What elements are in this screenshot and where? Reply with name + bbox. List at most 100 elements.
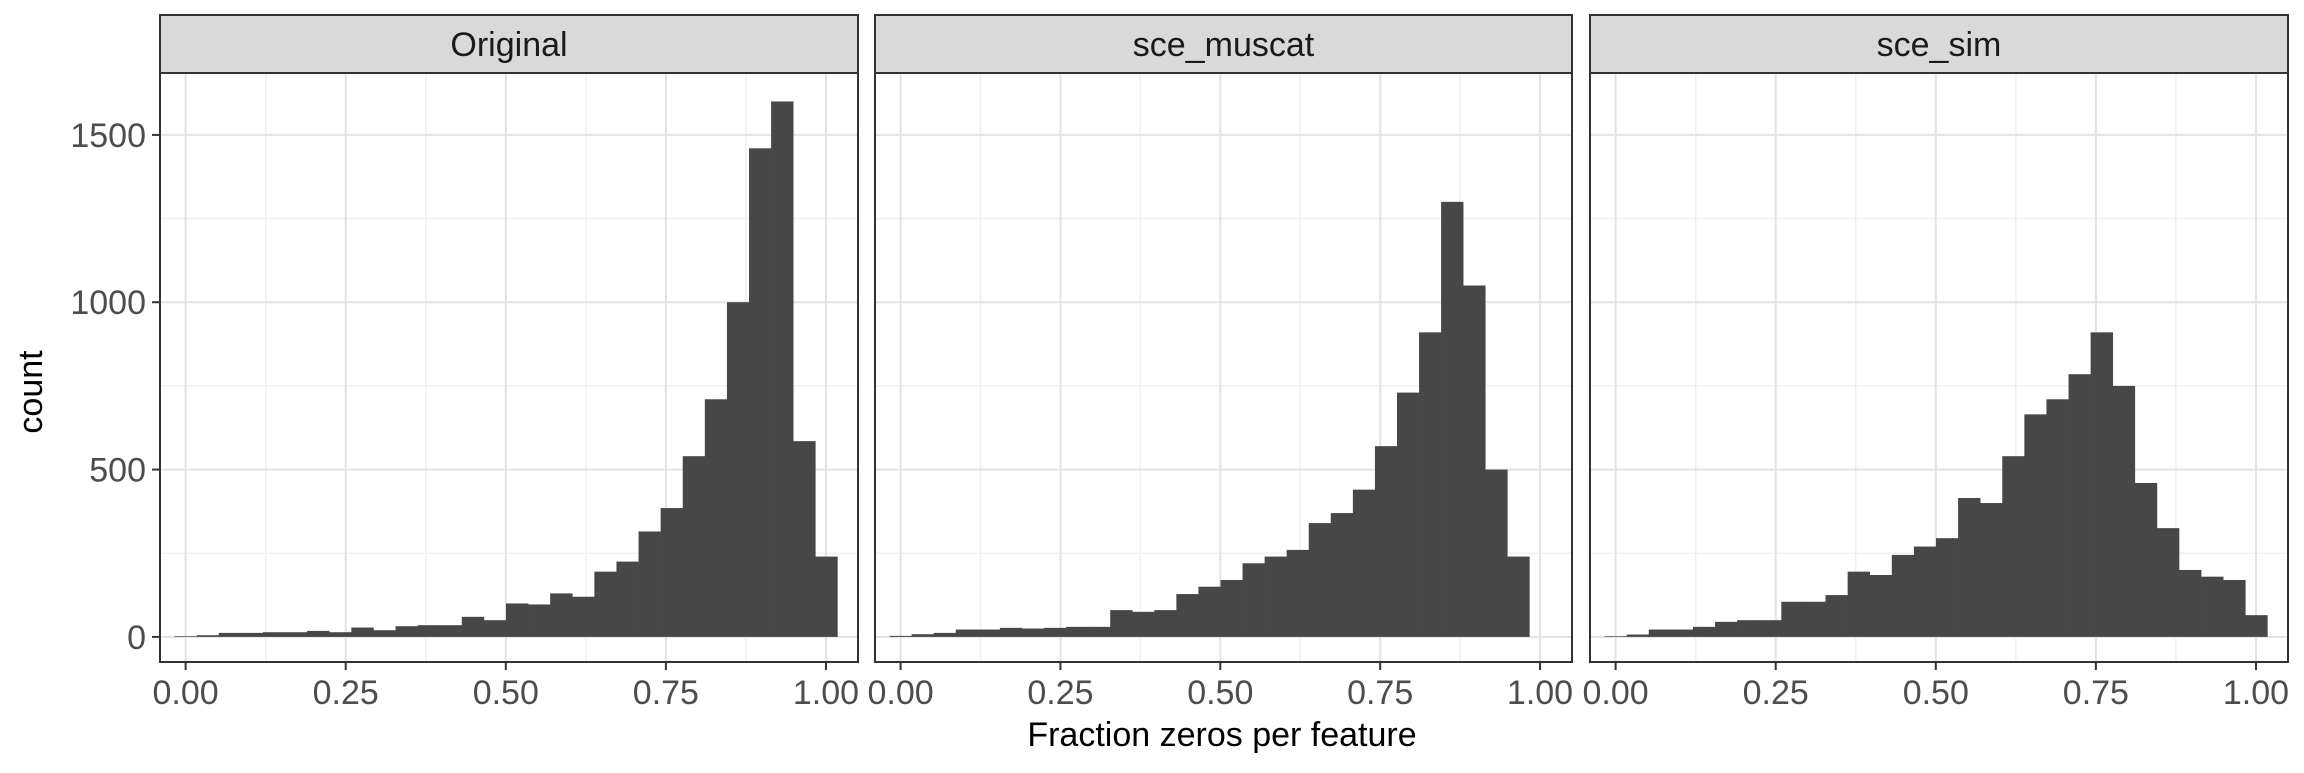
histogram-bar	[2245, 615, 2268, 637]
histogram-bar	[933, 632, 957, 637]
histogram-bar	[1044, 627, 1067, 637]
histogram-bar	[329, 632, 352, 637]
histogram-bar	[911, 634, 935, 637]
histogram-bar	[1021, 628, 1045, 637]
histogram-bar	[815, 556, 838, 637]
histogram-bar	[1110, 610, 1133, 637]
histogram-bar	[2201, 576, 2224, 637]
histogram-bar	[1330, 513, 1354, 637]
histogram-bar	[999, 627, 1023, 637]
histogram-bar	[351, 627, 374, 637]
histogram-bar	[638, 531, 661, 637]
histogram-bar	[660, 508, 684, 637]
facet-strip-label: Original	[450, 26, 567, 64]
x-tick-label: 0.75	[1347, 674, 1413, 712]
x-tick-label: 0.00	[153, 674, 219, 712]
x-tick-label: 0.50	[1187, 674, 1253, 712]
facet-strip	[159, 14, 859, 74]
x-tick-label: 0.50	[473, 674, 539, 712]
histogram-bar	[726, 302, 750, 637]
histogram-bar	[196, 635, 220, 637]
histogram-bar	[1308, 523, 1332, 637]
y-tick-label: 1000	[70, 284, 146, 322]
histogram-bar	[2134, 482, 2158, 637]
histogram-bar	[2112, 385, 2136, 637]
histogram-bar	[174, 636, 197, 637]
histogram-bar	[1441, 201, 1464, 637]
histogram-bar	[1066, 626, 1089, 637]
x-tick-label: 0.00	[867, 674, 933, 712]
histogram-bar	[1088, 626, 1111, 637]
histogram-bar	[1869, 574, 1893, 637]
histogram-bar	[307, 630, 330, 637]
x-tick-label: 0.25	[1743, 674, 1809, 712]
histogram-bar	[1604, 636, 1627, 637]
y-tick-label: 0	[127, 619, 146, 657]
histogram-bar	[682, 456, 706, 637]
histogram-bar	[417, 625, 441, 637]
x-tick-label: 0.25	[313, 674, 379, 712]
histogram-bar	[1396, 392, 1420, 637]
histogram-bar	[594, 571, 617, 637]
histogram-bar	[373, 630, 396, 637]
x-tick-label: 1.00	[793, 674, 859, 712]
histogram-bar	[889, 635, 912, 637]
histogram-bar	[1264, 556, 1287, 637]
histogram-bar	[2090, 332, 2114, 637]
histogram-bar	[461, 616, 485, 637]
histogram-bar	[793, 441, 816, 637]
histogram-bar	[1715, 621, 1738, 637]
facet-strip	[1589, 14, 2289, 74]
x-tick-label: 0.50	[1903, 674, 1969, 712]
histogram-bar	[616, 561, 639, 637]
facet-panel-3: sce_sim 0.00 0.25 0.50 0.75 1.00	[1583, 14, 2289, 712]
histogram-bar	[1913, 546, 1937, 637]
x-axis-label: Fraction zeros per feature	[1027, 716, 1416, 754]
y-tick-label: 500	[89, 452, 146, 490]
histogram-bar	[572, 596, 595, 637]
x-tick-label: 1.00	[2223, 674, 2289, 712]
histogram-bar	[505, 603, 529, 637]
histogram-bar	[1463, 285, 1486, 637]
histogram-bar	[977, 629, 1001, 637]
histogram-bar	[1759, 620, 1782, 637]
histogram-bar	[955, 629, 979, 637]
histogram-bar	[1825, 595, 1848, 637]
histogram-bar	[1626, 634, 1650, 637]
histogram-bar	[1847, 571, 1871, 637]
histogram-bar	[285, 632, 308, 637]
histogram-bar	[218, 632, 242, 637]
x-tick-label: 0.25	[1027, 674, 1093, 712]
facet-panel-1: Original 0.00 0.25 0.50 0.75 1.00	[153, 14, 859, 712]
histogram-bar	[262, 632, 286, 637]
histogram-bar	[2068, 374, 2091, 637]
x-tick-label: 0.75	[633, 674, 699, 712]
x-tick-label: 0.75	[2063, 674, 2129, 712]
histogram-bar	[1737, 620, 1760, 637]
facet-panel-2: sce_muscat 0.00 0.25 0.50 0.75 1.00	[867, 14, 1573, 712]
facet-strip-label: sce_sim	[1877, 26, 2002, 64]
histogram-bar	[483, 620, 507, 637]
histogram-bar	[1242, 563, 1265, 637]
histogram-bar	[1198, 586, 1221, 637]
histogram-bar	[439, 625, 463, 637]
histogram-bar	[1670, 629, 1694, 637]
histogram-bar	[1374, 446, 1398, 637]
histogram-bar	[1692, 626, 1716, 637]
histogram-bar	[1154, 610, 1177, 637]
histogram-bar	[2046, 399, 2069, 637]
histogram-bar	[1648, 629, 1672, 637]
histogram-bar	[1803, 601, 1826, 637]
x-tick-label: 0.00	[1583, 674, 1649, 712]
histogram-bar	[1352, 489, 1376, 637]
histogram-bar	[528, 604, 551, 637]
histogram-bar	[1220, 580, 1243, 637]
facet-strip	[874, 14, 1573, 74]
histogram-bar	[1781, 601, 1804, 637]
histogram-bar	[2002, 456, 2025, 637]
histogram-bar	[1958, 498, 1981, 637]
histogram-bar	[395, 626, 418, 637]
y-tick-label: 1500	[70, 117, 146, 155]
histogram-bar	[2179, 569, 2202, 637]
